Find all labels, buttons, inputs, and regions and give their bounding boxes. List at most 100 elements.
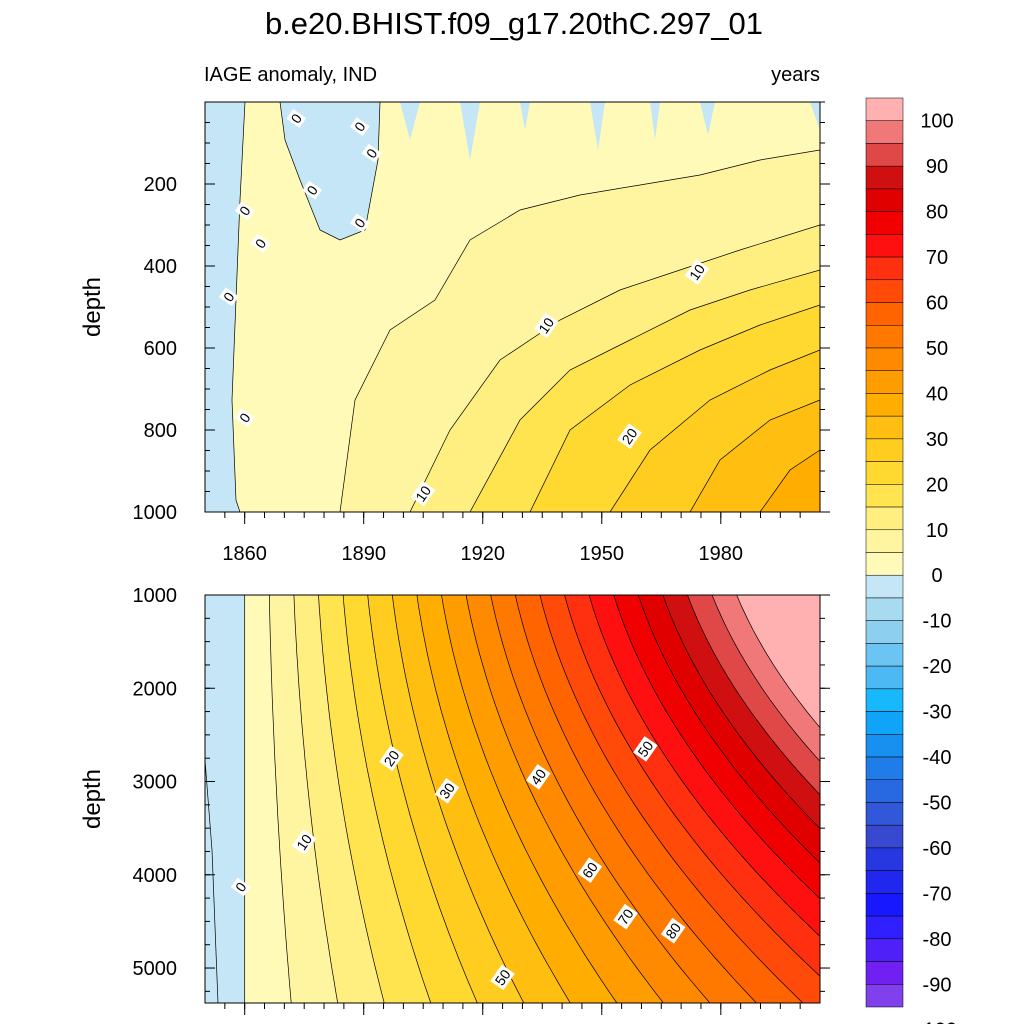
lower-contour-line xyxy=(637,595,820,864)
upper-contour-fill xyxy=(205,102,820,512)
contour-label: 0 xyxy=(230,877,251,897)
contour-label-bg xyxy=(218,287,239,307)
upper-band-35 xyxy=(760,450,820,512)
contour-label: 60 xyxy=(577,857,603,883)
colorbar-label: 30 xyxy=(926,429,948,451)
upper-label-layer: 0 0 0 0 0 0 0 0 0 10 10 20 10 xyxy=(218,108,710,507)
contour-label-bg xyxy=(291,829,317,855)
colorbar-swatch xyxy=(865,234,904,258)
contour-label: 70 xyxy=(613,903,638,930)
colorbar-swatch xyxy=(865,665,904,690)
colorbar-label: 20 xyxy=(926,474,948,496)
contour-label: 0 xyxy=(361,143,382,163)
lower-contour-line xyxy=(514,595,757,1003)
lower-contour-line xyxy=(613,595,820,900)
upper-contour-line xyxy=(609,349,820,512)
lower-contour-line xyxy=(205,759,219,1003)
colorbar-label: -90 xyxy=(923,974,952,996)
lower-label-layer: 50 20 40 30 10 60 0 70 80 50 xyxy=(230,736,686,991)
upper-contour-line xyxy=(409,224,820,512)
contour-label-bg xyxy=(349,213,370,233)
contour-label: 40 xyxy=(526,764,551,790)
colorbar-label: 10 xyxy=(926,520,948,542)
colorbar-swatch xyxy=(865,847,904,871)
colorbar-swatch xyxy=(865,688,904,712)
lower-contour-line xyxy=(465,595,664,1003)
lower-frame xyxy=(204,594,821,1004)
upper-contour-lines xyxy=(231,102,820,512)
contour-label: 50 xyxy=(490,964,515,991)
contour-label-bg xyxy=(613,903,638,930)
colorbar-swatch xyxy=(865,711,904,735)
colorbar-swatch xyxy=(865,893,904,917)
colorbar-label: 60 xyxy=(926,293,948,315)
colorbar-swatch xyxy=(865,870,904,894)
contour-label: 10 xyxy=(684,259,710,285)
contour-label-bg xyxy=(379,745,404,771)
colorbar-swatch xyxy=(865,961,904,985)
colorbar-swatch xyxy=(865,211,904,235)
contour-label: 0 xyxy=(302,180,323,200)
lower-contour-line xyxy=(588,595,820,937)
contour-label-bg xyxy=(234,201,255,221)
colorbar-swatch xyxy=(865,415,904,440)
ytick-label: 800 xyxy=(144,420,177,442)
upper-ylabel: depth xyxy=(79,277,106,337)
colorbar-swatch xyxy=(865,143,904,167)
xtick-label: 1890 xyxy=(341,543,386,565)
lower-ylabel: depth xyxy=(79,769,106,829)
colorbar-swatch xyxy=(865,279,904,303)
lower-contour-line xyxy=(490,595,711,1003)
contour-label: 0 xyxy=(234,408,255,428)
lower-contour-line xyxy=(268,595,292,1003)
upper-xticks: 1860 1890 1920 1950 1980 xyxy=(222,512,801,565)
ytick-label: 600 xyxy=(144,338,177,360)
lower-contour-line xyxy=(539,595,804,1003)
contour-label: 10 xyxy=(410,480,436,507)
lower-contour-line xyxy=(711,595,820,762)
colorbar-swatch xyxy=(865,915,904,940)
contour-label-bg xyxy=(526,764,551,790)
contour-label: 10 xyxy=(291,829,317,855)
lower-contour-line xyxy=(293,595,339,1003)
colorbar-swatch xyxy=(865,325,904,349)
contour-label-bg xyxy=(633,736,658,762)
colorbar-swatch xyxy=(865,438,904,462)
colorbar-swatch xyxy=(865,302,904,326)
panel-subtitle-right: years xyxy=(771,64,820,86)
colorbar-label: -60 xyxy=(923,838,952,860)
contour-label: 0 xyxy=(349,213,370,233)
figure-title: b.e20.BHIST.f09_g17.20thC.297_01 xyxy=(265,6,763,41)
upper-contour-line xyxy=(231,102,246,512)
colorbar-swatch xyxy=(865,370,904,394)
xtick-label: 1860 xyxy=(222,543,267,565)
xtick-label: 1920 xyxy=(460,543,505,565)
colorbar-swatch xyxy=(865,984,904,1008)
xtick-label: 1950 xyxy=(580,543,625,565)
ytick-label: 3000 xyxy=(133,772,178,794)
lower-contour-line xyxy=(736,595,820,729)
ytick-label: 2000 xyxy=(133,678,178,700)
ytick-label: 200 xyxy=(144,174,177,196)
lower-band-95 xyxy=(712,595,820,1003)
ytick-label: 1000 xyxy=(133,585,178,607)
colorbar-label: -20 xyxy=(923,656,952,678)
lower-contour-line xyxy=(342,595,432,1003)
ytick-label: 1000 xyxy=(133,502,178,524)
colorbar-swatch xyxy=(865,120,904,144)
contour-label-bg xyxy=(577,857,603,883)
panel-subtitle-left: IAGE anomaly, IND xyxy=(204,64,377,86)
colorbar-swatch xyxy=(865,938,904,962)
upper-contour-line xyxy=(689,399,820,512)
colorbar-label: -70 xyxy=(923,883,952,905)
ytick-label: 400 xyxy=(144,256,177,278)
lower-contour-line xyxy=(367,595,478,1003)
colorbar: 1009080706050403020100-10-20-30-40-50-60… xyxy=(865,97,957,1024)
colorbar-label: 50 xyxy=(926,338,948,360)
lower-contour-line xyxy=(318,595,385,1003)
lower-xticks xyxy=(224,1003,801,1015)
lower-panel: 50 20 40 30 10 60 0 70 80 50 1000 2000 3000 4000 5000… xyxy=(79,585,830,1015)
lower-contour-fill xyxy=(205,595,820,1003)
lower-yticks: 1000 2000 3000 4000 5000 xyxy=(133,585,830,992)
colorbar-swatch xyxy=(865,393,904,417)
